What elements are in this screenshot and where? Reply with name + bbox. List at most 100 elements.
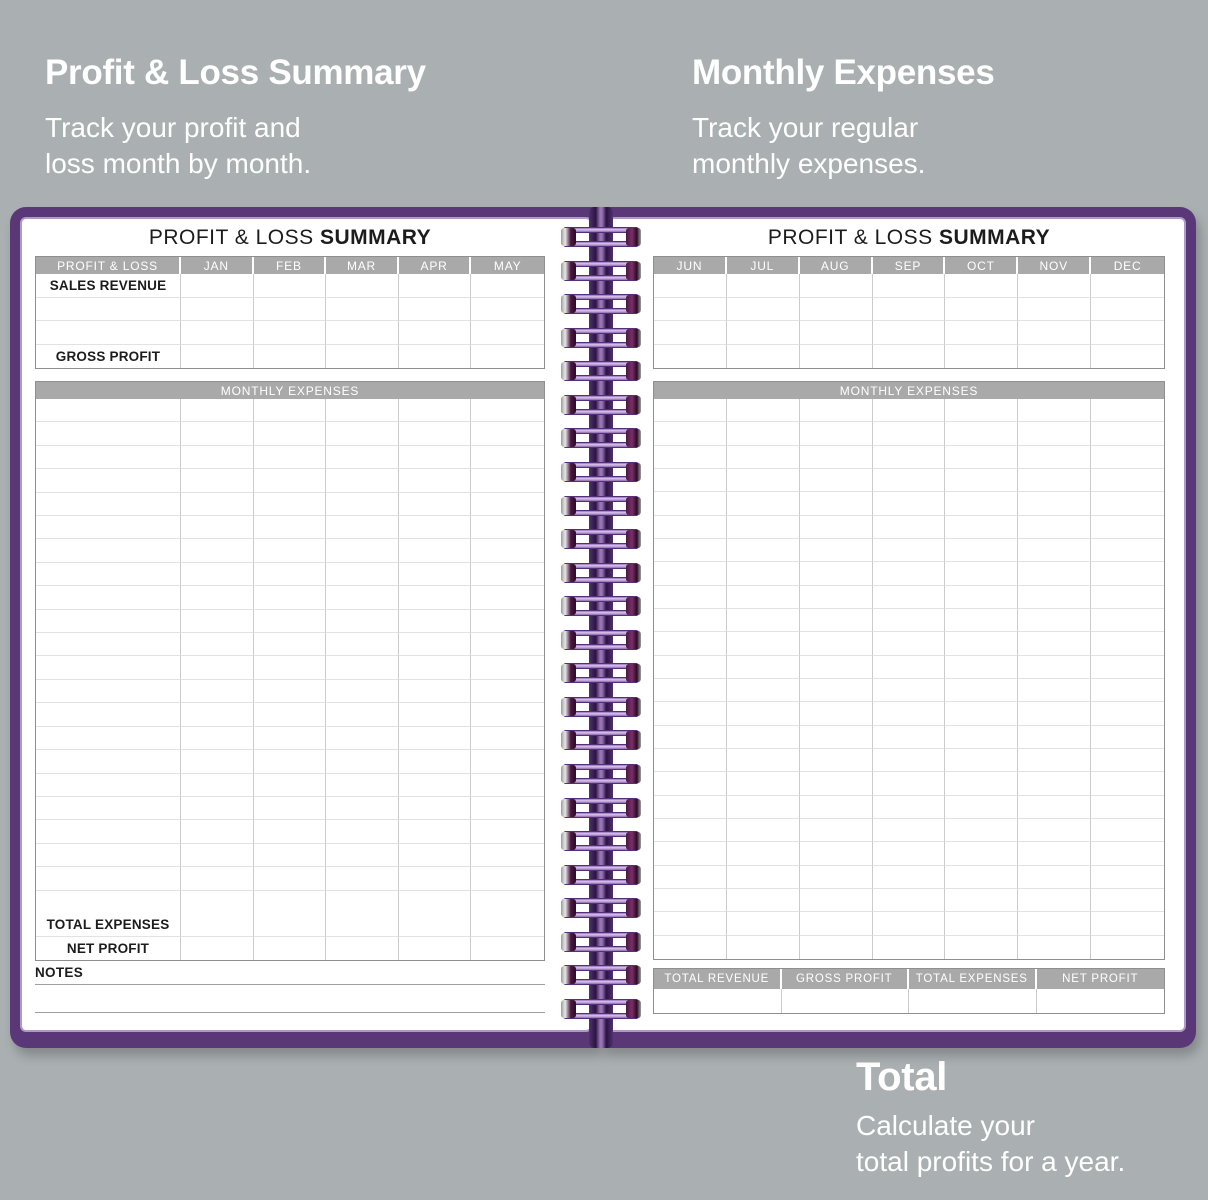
table-row-total-expenses: TOTAL EXPENSES [36,913,544,937]
punch-hole-left [561,932,576,951]
blank-cell [799,748,873,773]
table-row [36,726,544,751]
blank-cell [1018,772,1092,796]
blank-cell [872,702,946,726]
blank-cell [471,844,544,868]
blank-cell [1091,772,1164,796]
blank-cell [181,539,254,563]
blank-cell [654,912,727,936]
blank-cell [726,538,800,563]
blank-cell [945,842,1019,866]
blank-cell [799,562,873,586]
blank-cell [253,399,327,423]
blank-cell [799,274,873,298]
spiral-binding [561,226,641,1020]
column-header: TOTAL REVENUE [654,969,782,989]
annotation-subtitle: Calculate your total profits for a year. [856,1108,1125,1180]
blank-cell [181,633,254,657]
blank-cell [654,989,782,1013]
blank-cell [471,563,544,587]
blank-cell [945,748,1019,773]
table-row [654,989,1164,1013]
column-header: JAN [181,257,254,274]
punch-hole-right [626,999,641,1018]
blank-cell [326,890,399,914]
monthly-expenses-header: MONTHLY EXPENSES [36,382,544,399]
blank-cell [1091,842,1164,866]
blank-cell [253,321,327,345]
blank-cell [799,795,873,819]
blank-cell [326,796,399,821]
blank-cell [872,912,946,936]
blank-cell [36,445,181,470]
blank-cell [36,726,181,751]
annotation-title: Monthly Expenses [692,53,995,92]
blank-cell [872,772,946,796]
blank-cell [326,562,399,587]
blank-cell [36,867,181,891]
blank-cell [945,515,1019,539]
spiral-coil [561,797,641,819]
blank-cell [36,422,181,446]
punch-hole-right [626,798,641,817]
blank-cell [253,539,327,563]
blank-cell [1018,422,1092,446]
binding-wire [563,1012,639,1019]
blank-cell [799,818,873,843]
punch-hole-right [626,429,641,448]
table-row-net-profit: NET PROFIT [36,936,544,960]
blank-cell [471,321,544,345]
blank-cell [1091,889,1164,913]
blank-cell [399,344,472,368]
blank-cell [726,492,800,516]
blank-cell [945,585,1019,609]
blank-cell [945,795,1019,819]
blank-cell [471,820,544,844]
monthly-expenses-table-right: MONTHLY EXPENSES [653,381,1165,960]
blank-cell [36,890,181,914]
blank-cell [872,492,946,516]
blank-cell [471,469,544,493]
blank-cell [654,772,727,796]
blank-cell [945,399,1019,423]
binding-wire [563,576,639,583]
blank-cell [326,399,399,423]
punch-hole-left [561,429,576,448]
spiral-coil [561,864,641,886]
blank-cell [1091,562,1164,586]
punch-hole-right [626,630,641,649]
blank-cell [945,468,1019,493]
column-header: GROSS PROFIT [782,969,909,989]
blank-cell [726,678,800,703]
page-title-regular: PROFIT & LOSS [148,226,320,249]
blank-cell [654,274,727,298]
blank-cell [181,562,254,587]
blank-cell [1018,538,1092,563]
blank-cell [726,274,800,298]
blank-cell [181,703,254,727]
punch-hole-left [561,731,576,750]
spiral-coil [561,763,641,785]
blank-cell [1091,679,1164,703]
table-row [36,703,544,727]
blank-cell [945,772,1019,796]
blank-cell [326,820,399,844]
punch-hole-right [626,865,641,884]
blank-cell [36,750,181,774]
table-row [654,344,1164,368]
blank-cell [181,399,254,423]
binding-wire [563,341,639,348]
blank-cell [471,610,544,634]
blank-cell [1018,344,1092,368]
blank-cell [254,344,327,368]
table-row [654,632,1164,656]
totals-table: TOTAL REVENUE GROSS PROFIT TOTAL EXPENSE… [653,968,1165,1014]
blank-cell [654,422,727,446]
row-label [36,321,181,345]
blank-cell [1018,748,1092,773]
punch-hole-left [561,630,576,649]
punch-hole-left [561,261,576,280]
blank-cell [398,726,472,751]
blank-cell [654,562,727,586]
binding-wire [563,274,639,281]
